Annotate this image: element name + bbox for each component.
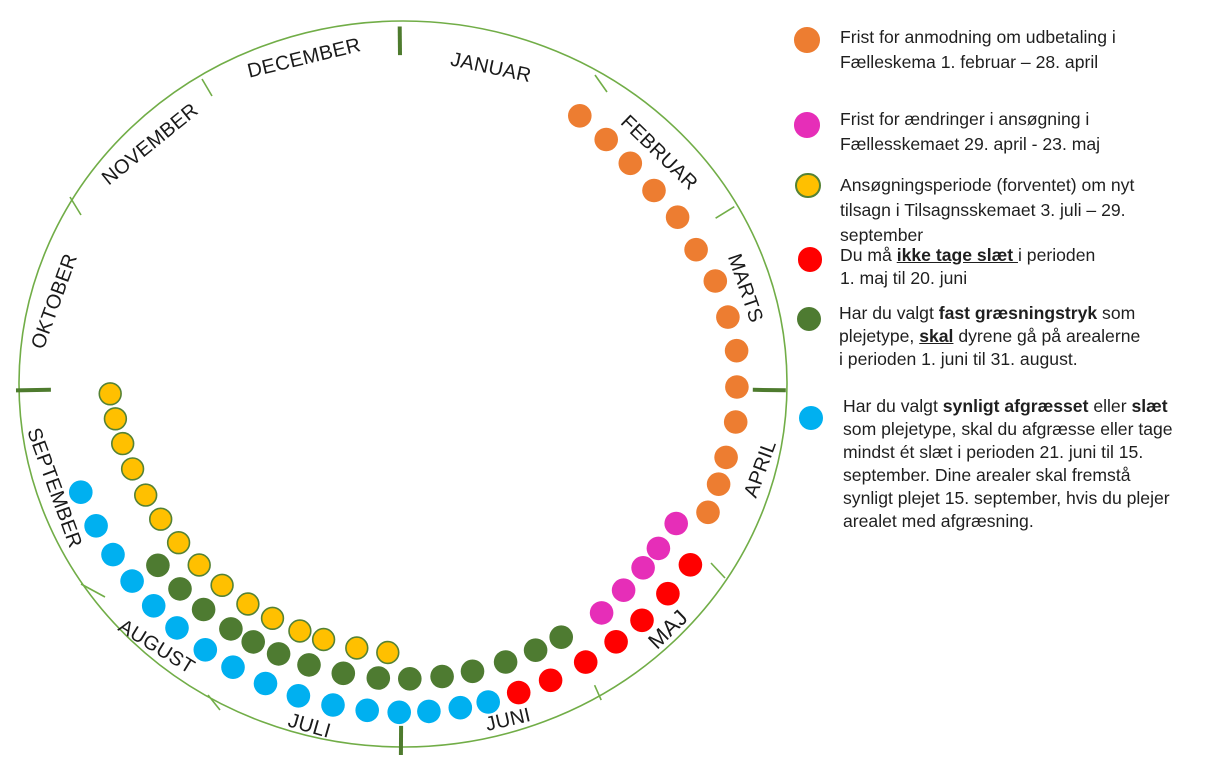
svg-text:OKTOBER: OKTOBER xyxy=(27,251,82,352)
svg-text:DECEMBER: DECEMBER xyxy=(245,34,363,82)
svg-text:MAJ: MAJ xyxy=(643,605,693,654)
svg-text:JANUAR: JANUAR xyxy=(449,49,534,88)
svg-text:APRIL: APRIL xyxy=(740,437,781,500)
